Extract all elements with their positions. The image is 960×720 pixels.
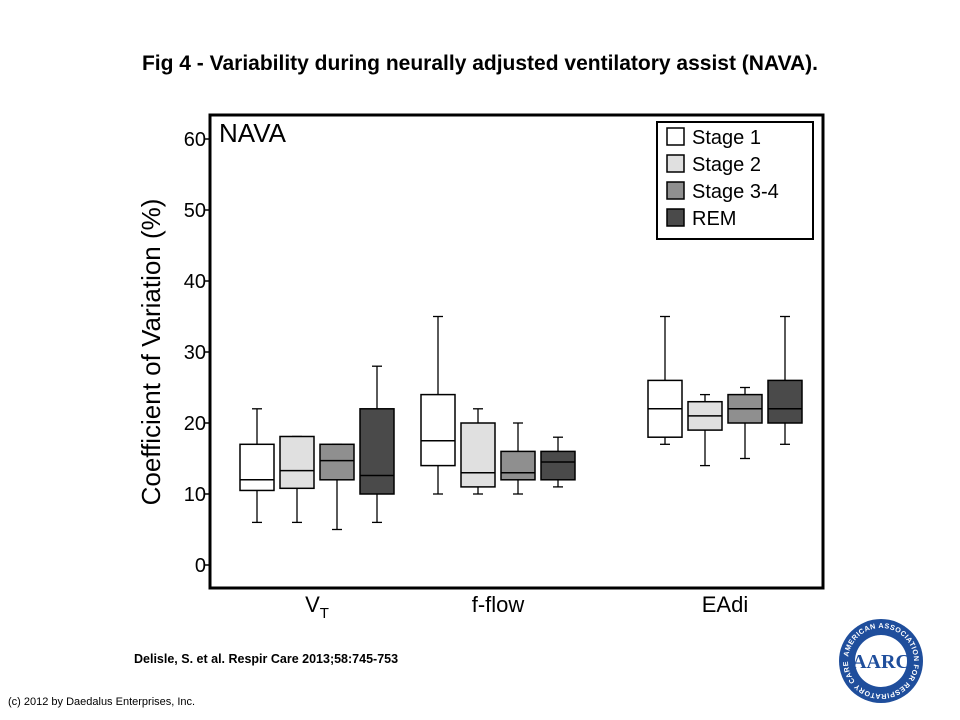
- citation: Delisle, S. et al. Respir Care 2013;58:7…: [134, 652, 399, 666]
- x-axis-labels: VT f-flow EAdi: [305, 592, 748, 622]
- iqr-box: [767, 379, 803, 424]
- box-stage-3-4-1: [500, 422, 536, 495]
- box-series-group: [239, 315, 803, 531]
- iqr-box: [420, 393, 456, 467]
- logo-lettering: AARC: [852, 651, 910, 673]
- legend: Stage 1 Stage 2 Stage 3-4 REM: [656, 121, 814, 240]
- legend-swatch: [666, 181, 685, 200]
- box-stage-3-4-0: [319, 443, 355, 531]
- iqr-box: [239, 443, 275, 492]
- y-tick-label: 0: [195, 555, 206, 577]
- box-stage-1-0: [239, 408, 275, 524]
- legend-label: Stage 2: [692, 154, 761, 176]
- legend-label: REM: [692, 208, 736, 230]
- x-tick-label: f-flow: [472, 592, 525, 617]
- y-axis-label: Coefficient of Variation (%): [136, 199, 166, 506]
- iqr-box: [540, 450, 576, 481]
- aarc-logo: AMERICAN ASSOCIATION FOR RESPIRATORY CAR…: [839, 619, 923, 703]
- y-axis-ticks: 0 10 20 30 40 50 60: [184, 129, 210, 577]
- copyright-notice: (c) 2012 by Daedalus Enterprises, Inc.: [8, 696, 196, 708]
- y-tick-label: 10: [184, 484, 206, 506]
- box-rem-2: [767, 315, 803, 445]
- y-tick-label: 20: [184, 413, 206, 435]
- legend-swatch: [666, 208, 685, 227]
- slide-title: Fig 4 - Variability during neurally adju…: [141, 52, 819, 75]
- box-stage-2-0: [279, 435, 315, 524]
- iqr-box: [500, 450, 536, 481]
- box-plot-chart: NAVA Coefficient of Variation (%) 0 10 20 3…: [136, 113, 825, 622]
- box-rem-0: [359, 365, 395, 524]
- y-tick-label: 50: [184, 200, 206, 222]
- x-tick-label: VT: [305, 592, 329, 622]
- box-stage-3-4-2: [727, 386, 763, 460]
- iqr-box: [359, 408, 395, 495]
- chart-title: NAVA: [219, 118, 287, 148]
- legend-swatch: [666, 154, 685, 173]
- box-stage-1-1: [420, 315, 456, 495]
- iqr-box: [319, 443, 355, 481]
- iqr-box: [460, 422, 496, 488]
- legend-label: Stage 3-4: [692, 181, 779, 203]
- box-stage-1-2: [647, 315, 683, 445]
- box-stage-2-2: [687, 393, 723, 467]
- box-stage-2-1: [460, 408, 496, 495]
- x-tick-label: EAdi: [702, 592, 748, 617]
- legend-swatch: [666, 127, 685, 146]
- iqr-box: [279, 435, 315, 490]
- y-tick-label: 40: [184, 271, 206, 293]
- y-tick-label: 60: [184, 129, 206, 151]
- box-rem-1: [540, 436, 576, 488]
- legend-label: Stage 1: [692, 127, 761, 149]
- y-tick-label: 30: [184, 342, 206, 364]
